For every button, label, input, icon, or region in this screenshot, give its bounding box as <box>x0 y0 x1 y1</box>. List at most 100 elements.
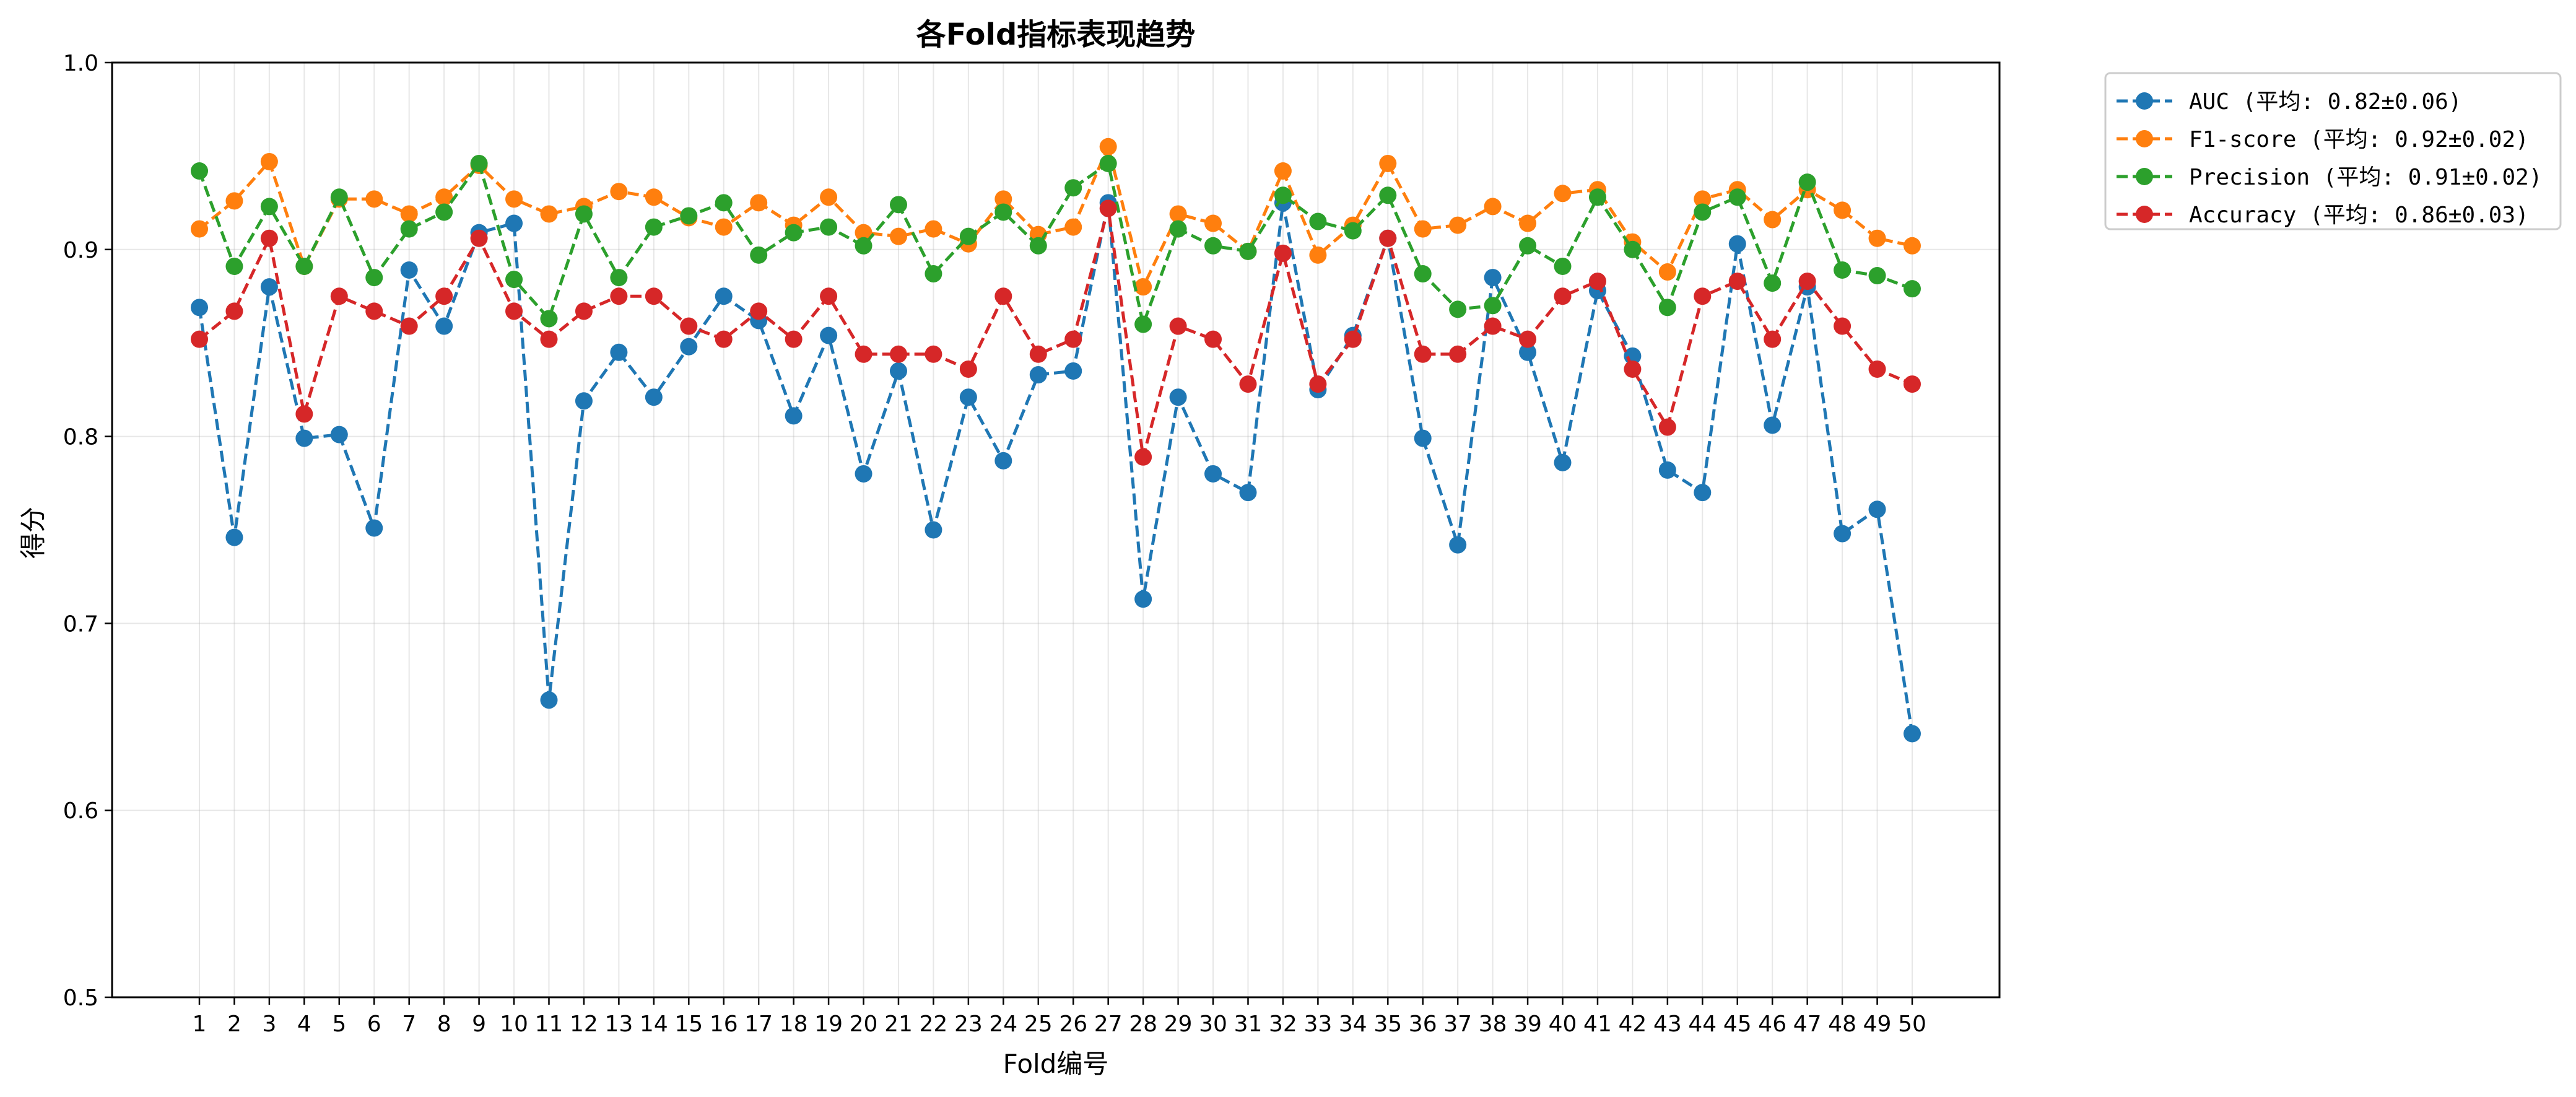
data-point <box>400 220 418 238</box>
data-point <box>1624 360 1642 378</box>
data-point <box>715 287 733 305</box>
x-tick-label: 33 <box>1303 1012 1332 1037</box>
data-point <box>295 257 313 275</box>
data-point <box>750 302 768 320</box>
data-point <box>1554 185 1572 203</box>
legend-item: Precision (平均: 0.91±0.02) <box>2117 165 2543 190</box>
data-point <box>994 452 1012 470</box>
data-point <box>1868 229 1886 247</box>
plot-frame <box>111 61 2001 999</box>
legend: AUC (平均: 0.82±0.06) F1-score (平均: 0.92±0.… <box>2104 72 2562 230</box>
data-point <box>610 183 628 201</box>
data-point <box>1694 190 1712 208</box>
x-tick-label: 8 <box>437 1012 451 1037</box>
x-tick-label: 36 <box>1409 1012 1437 1037</box>
legend-label: AUC (平均: 0.82±0.06) <box>2189 89 2461 115</box>
data-point <box>1904 237 1921 255</box>
data-point <box>191 299 208 317</box>
data-point <box>1764 274 1782 292</box>
legend-marker <box>2136 92 2153 110</box>
data-point <box>1064 362 1082 380</box>
data-point <box>1868 267 1886 285</box>
x-tick-label: 29 <box>1164 1012 1193 1037</box>
data-point <box>959 360 977 378</box>
data-point <box>959 388 977 406</box>
data-point <box>1834 525 1852 543</box>
data-point <box>925 265 942 283</box>
x-tick-label: 49 <box>1863 1012 1892 1037</box>
data-point <box>1414 220 1432 238</box>
data-point <box>785 330 803 348</box>
legend-item: Accuracy (平均: 0.86±0.03) <box>2117 203 2529 228</box>
chart-title: 各Fold指标表现趋势 <box>916 17 1196 52</box>
data-point <box>400 205 418 223</box>
x-tick-label: 26 <box>1059 1012 1087 1037</box>
data-point <box>540 310 558 328</box>
data-point <box>1519 237 1537 255</box>
data-point <box>1728 188 1746 206</box>
data-point <box>435 203 453 221</box>
x-tick-label: 39 <box>1513 1012 1542 1037</box>
data-point <box>225 528 243 546</box>
data-point <box>959 227 977 245</box>
data-point <box>1029 345 1047 363</box>
series-line <box>198 206 1913 459</box>
data-point <box>365 519 383 537</box>
data-point <box>1169 317 1187 335</box>
x-tick-label: 2 <box>227 1012 242 1037</box>
data-point <box>1309 375 1327 393</box>
data-point <box>994 287 1012 305</box>
x-tick-label: 11 <box>535 1012 564 1037</box>
data-point <box>505 190 523 208</box>
data-point <box>1834 261 1852 279</box>
data-point <box>889 227 907 245</box>
data-point <box>1554 287 1572 305</box>
x-tick-label: 14 <box>640 1012 668 1037</box>
data-point <box>1764 211 1782 229</box>
data-point <box>925 220 942 238</box>
data-point <box>365 190 383 208</box>
legend-label: Accuracy (平均: 0.86±0.03) <box>2189 203 2529 228</box>
data-point <box>1239 375 1257 393</box>
data-point <box>1099 154 1117 172</box>
data-point <box>1868 360 1886 378</box>
x-tick-label: 17 <box>744 1012 773 1037</box>
data-point <box>994 203 1012 221</box>
data-point <box>1064 179 1082 197</box>
y-tick-label: 1.0 <box>63 51 98 76</box>
legend-marker <box>2136 168 2153 185</box>
x-tick-label: 48 <box>1828 1012 1856 1037</box>
data-point <box>435 287 453 305</box>
x-tick-label: 10 <box>500 1012 528 1037</box>
data-point <box>750 246 768 264</box>
data-point <box>505 271 523 289</box>
data-point <box>1658 263 1676 281</box>
x-tick-label: 13 <box>604 1012 633 1037</box>
data-point <box>1658 299 1676 317</box>
legend-marker <box>2136 130 2153 147</box>
y-tick-label: 0.9 <box>63 238 98 263</box>
data-point <box>1728 273 1746 291</box>
data-point <box>855 465 872 483</box>
data-point <box>1414 429 1432 447</box>
data-point <box>610 269 628 287</box>
data-point <box>1379 154 1397 172</box>
legend-label: Precision (平均: 0.91±0.02) <box>2189 165 2543 190</box>
data-point <box>1554 257 1572 275</box>
data-point <box>820 287 838 305</box>
legend-marker <box>2136 206 2153 223</box>
x-tick-label: 20 <box>850 1012 878 1037</box>
data-point <box>715 330 733 348</box>
legend-label: F1-score (平均: 0.92±0.02) <box>2189 127 2529 152</box>
data-point <box>1904 725 1921 743</box>
x-tick-label: 45 <box>1723 1012 1752 1037</box>
x-tick-label: 5 <box>332 1012 346 1037</box>
data-point <box>1588 188 1606 206</box>
y-axis-label: 得分 <box>18 507 48 559</box>
data-point <box>540 330 558 348</box>
data-point <box>680 317 698 335</box>
data-point <box>645 388 663 406</box>
data-point <box>1554 453 1572 471</box>
data-point <box>1204 465 1222 483</box>
data-point <box>1134 448 1152 466</box>
